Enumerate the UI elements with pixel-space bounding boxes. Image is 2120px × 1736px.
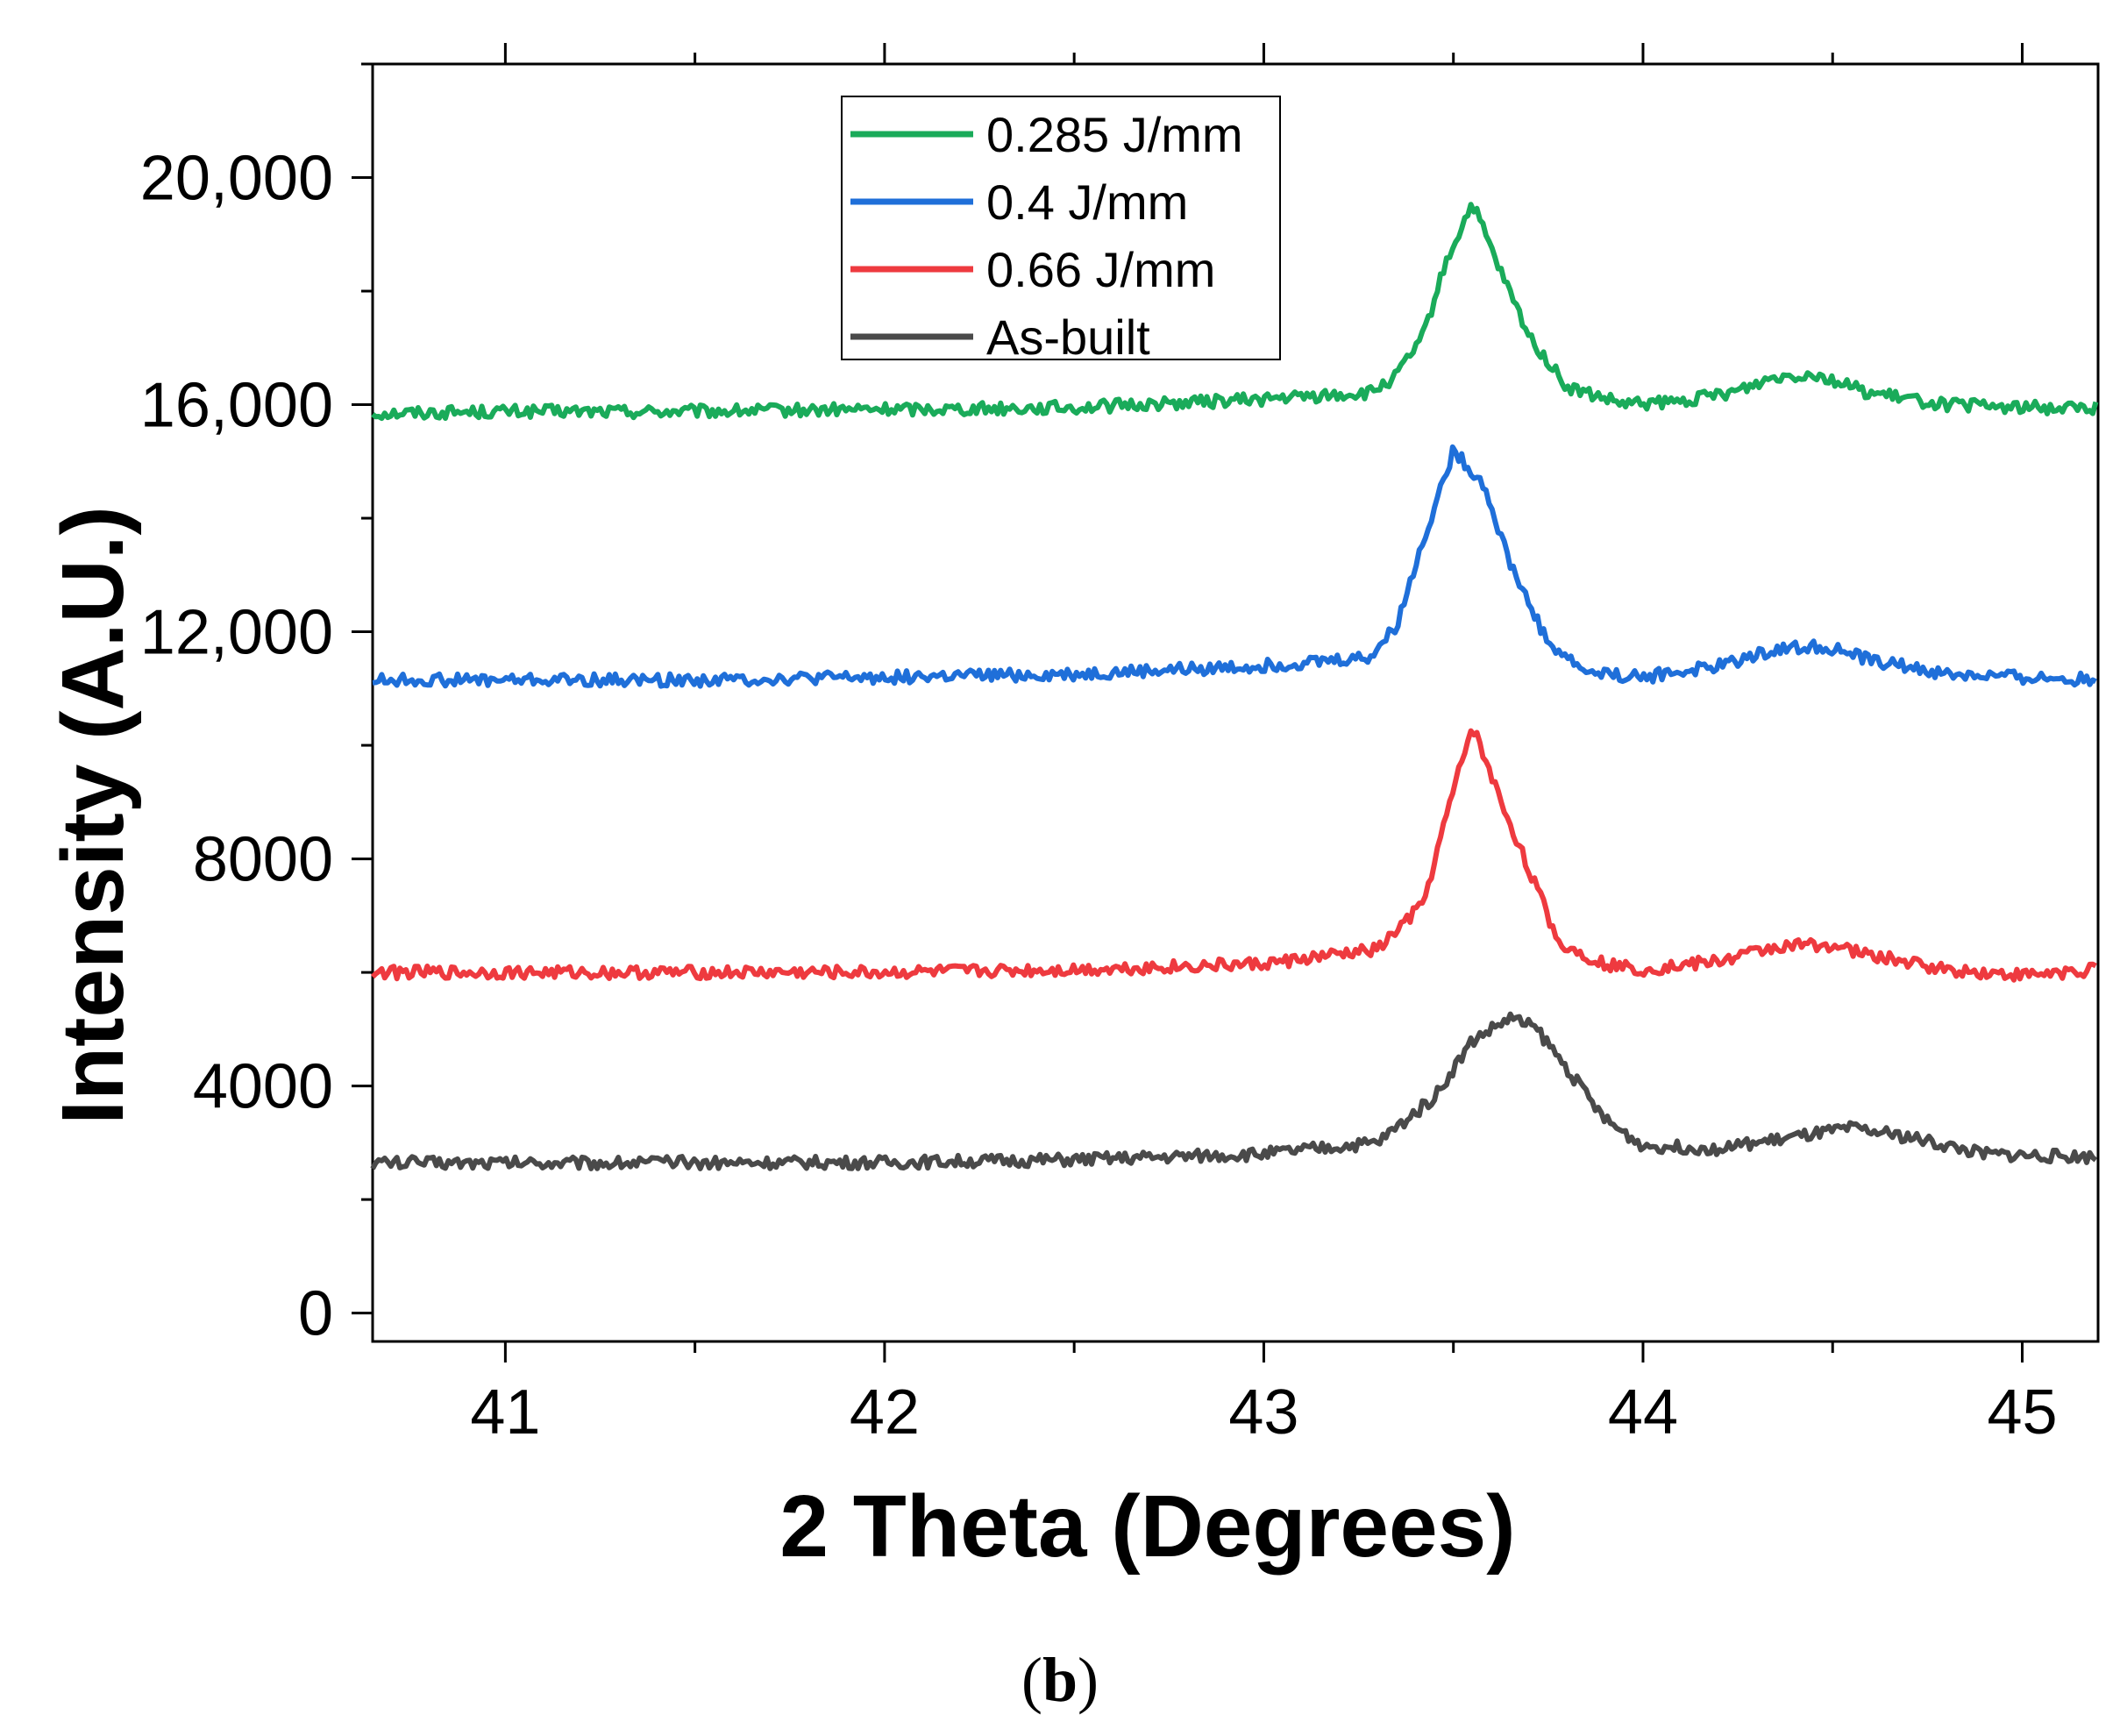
y-tick-label: 20,000 [140,144,333,214]
y-axis: 0 4000 8000 12,000 16,000 20,000 [140,62,373,1349]
series-line-3 [370,1011,2098,1171]
series-layer [370,202,2099,1171]
y-tick-label: 8000 [193,825,333,895]
legend-label: 0.285 J/mm [986,107,1243,162]
plot-frame [371,62,2100,1343]
y-axis-title: Intensity (A.U.) [44,506,142,1125]
x-tick-label: 43 [1228,1377,1298,1448]
legend-label: 0.66 J/mm [986,242,1215,297]
legend-label: As-built [986,309,1150,365]
series-line-0 [371,202,2099,422]
x-tick-label: 44 [1608,1377,1678,1448]
x-tick-label: 41 [470,1377,540,1448]
legend-box [841,96,1281,360]
panel-label-open: ( [1021,1645,1042,1715]
legend-label: 0.4 J/mm [986,174,1188,230]
y-tick-label: 0 [298,1279,333,1349]
series-line-2 [370,728,2097,983]
y-tick-label: 4000 [193,1052,333,1122]
panel-label-close: ) [1078,1645,1099,1715]
panel-label-letter: b [1042,1645,1078,1715]
series-line-1 [372,444,2097,689]
x-tick-label: 42 [850,1377,920,1448]
x-axis: 41 42 43 44 45 [470,43,2058,1448]
y-tick-label: 16,000 [140,371,333,441]
legend: 0.285 J/mm 0.4 J/mm 0.66 J/mm As-built [841,96,1281,365]
panel-label: (b) [0,1644,2120,1717]
x-axis-title: 2 Theta (Degrees) [779,1477,1515,1576]
y-tick-label: 12,000 [140,598,333,668]
x-tick-label: 45 [1987,1377,2057,1448]
